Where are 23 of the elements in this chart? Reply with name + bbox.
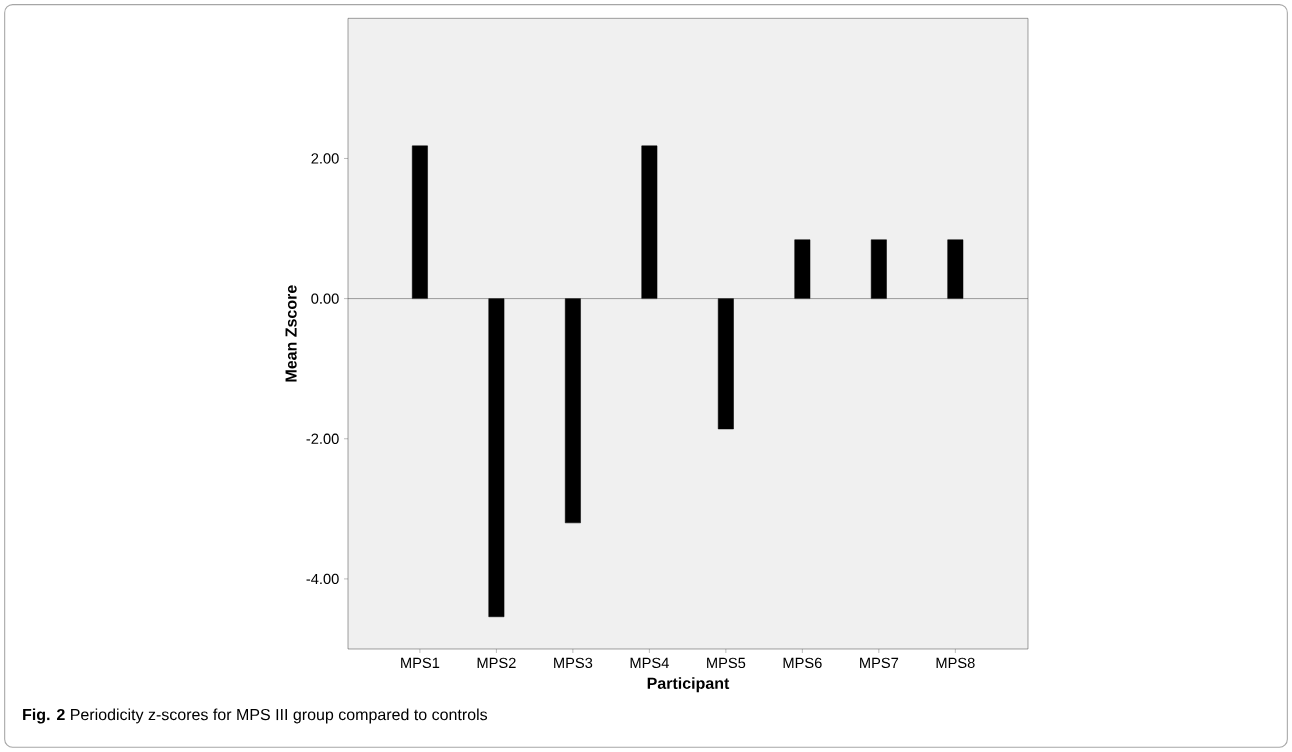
bar — [947, 239, 964, 299]
bar — [717, 298, 734, 430]
bar — [564, 298, 581, 524]
x-tick-label: MPS3 — [554, 657, 593, 669]
bar — [488, 298, 505, 618]
x-tick-label: MPS6 — [783, 657, 822, 669]
x-axis-title: Participant — [647, 677, 730, 693]
y-tick-label: -2.00 — [306, 433, 339, 444]
y-tick-label: -4.00 — [306, 573, 339, 585]
x-tick-label: MPS4 — [630, 657, 669, 669]
x-tick-label: MPS7 — [860, 657, 899, 669]
x-tick-label: MPS2 — [477, 657, 516, 669]
y-tick-label: 0.00 — [311, 293, 339, 304]
bar — [870, 239, 887, 299]
bar — [411, 145, 428, 299]
text: Fig. 2 Periodicity z-scores for MPS III group compared to controls — [23, 708, 488, 724]
bar — [641, 145, 658, 299]
x-tick-label: MPS1 — [401, 657, 440, 669]
bar — [794, 239, 811, 299]
y-axis-title: Mean Zscore — [285, 285, 297, 382]
y-tick-label: 2.00 — [311, 153, 339, 164]
x-tick-label: MPS5 — [707, 657, 746, 669]
x-tick-label: MPS8 — [936, 657, 975, 669]
